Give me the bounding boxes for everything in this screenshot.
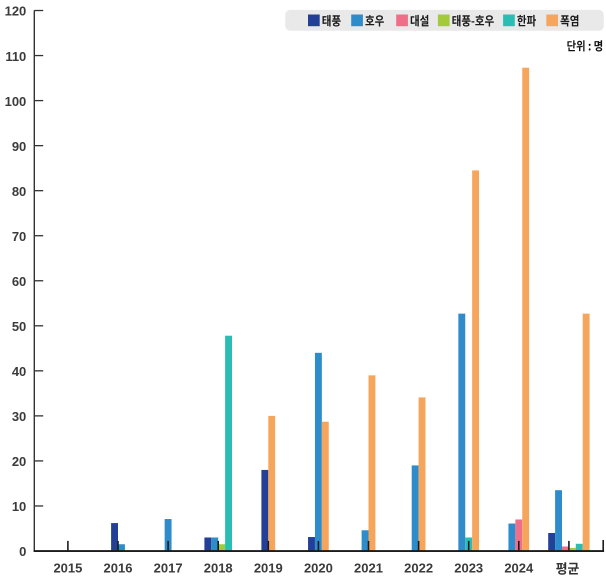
svg-text:0: 0 (19, 544, 26, 559)
svg-text:2016: 2016 (104, 560, 133, 575)
svg-text:80: 80 (12, 184, 26, 199)
svg-text:2019: 2019 (254, 560, 283, 575)
svg-text:2021: 2021 (354, 560, 383, 575)
svg-text:50: 50 (12, 319, 26, 334)
svg-text:2022: 2022 (404, 560, 433, 575)
svg-text:30: 30 (12, 409, 26, 424)
svg-text:2017: 2017 (154, 560, 183, 575)
svg-text:20: 20 (12, 454, 26, 469)
svg-text:2023: 2023 (454, 560, 483, 575)
svg-text:90: 90 (12, 139, 26, 154)
svg-text:100: 100 (5, 94, 27, 109)
svg-text:2020: 2020 (304, 560, 333, 575)
svg-text:70: 70 (12, 229, 26, 244)
svg-text:120: 120 (5, 4, 27, 19)
svg-text:40: 40 (12, 364, 26, 379)
svg-text:110: 110 (5, 49, 26, 64)
svg-text:2015: 2015 (53, 560, 82, 575)
svg-text:60: 60 (12, 274, 26, 289)
svg-text:2024: 2024 (504, 560, 534, 575)
svg-text:2018: 2018 (204, 560, 233, 575)
svg-text:10: 10 (12, 499, 26, 514)
